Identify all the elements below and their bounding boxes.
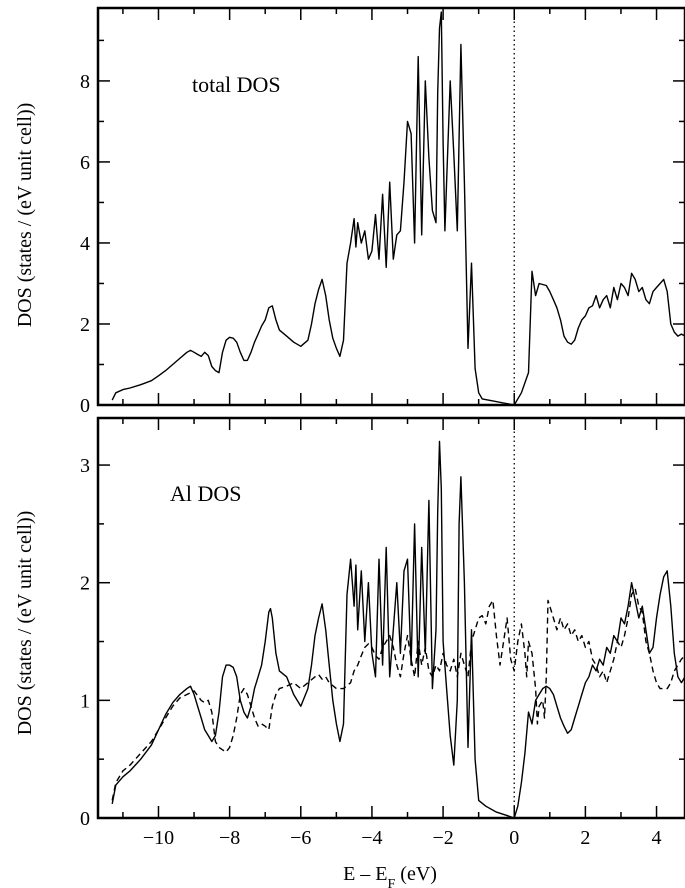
al-dos-panel: Al DOS DOS (states / (eV unit cell)) E –… [14,416,685,888]
y-tick-label: 2 [80,314,90,336]
y-tick-label: 1 [80,690,90,712]
x-axis-label-unit: (eV) [395,863,437,885]
plot-frame-1 [96,416,685,820]
x-tick-label: 4 [652,827,662,849]
top-y-axis-label: DOS (states / (eV unit cell)) [14,103,36,328]
series-line-dashed [111,587,685,801]
x-tick-label: −10 [143,827,174,849]
x-tick-label: −6 [290,827,311,849]
total-dos-panel: total DOS DOS (states / (eV unit cell)) … [14,6,685,417]
series-line-solid [111,440,685,819]
x-tick-label: −4 [361,827,382,849]
x-tick-label: 2 [580,827,590,849]
al-dos-label: Al DOS [170,481,242,506]
y-tick-label: 8 [80,71,90,93]
x-tick-label: 0 [509,827,519,849]
y-tick-label: 0 [80,808,90,830]
y-tick-label: 6 [80,152,90,174]
x-axis-label: E – EF (eV) [343,863,437,888]
x-axis-label-subscript: F [388,877,396,888]
x-axis-label-main: E – E [343,863,387,885]
total-dos-label: total DOS [192,72,281,97]
bottom-y-axis-label: DOS (states / (eV unit cell)) [14,511,36,736]
series-line-solid [111,11,685,406]
y-tick-label: 2 [80,573,90,595]
x-tick-label: −8 [219,827,240,849]
y-tick-label: 0 [80,395,90,417]
y-tick-label: 4 [80,233,90,255]
x-tick-label: −2 [432,827,453,849]
y-tick-label: 3 [80,455,90,477]
plot-frame-0 [96,6,685,407]
